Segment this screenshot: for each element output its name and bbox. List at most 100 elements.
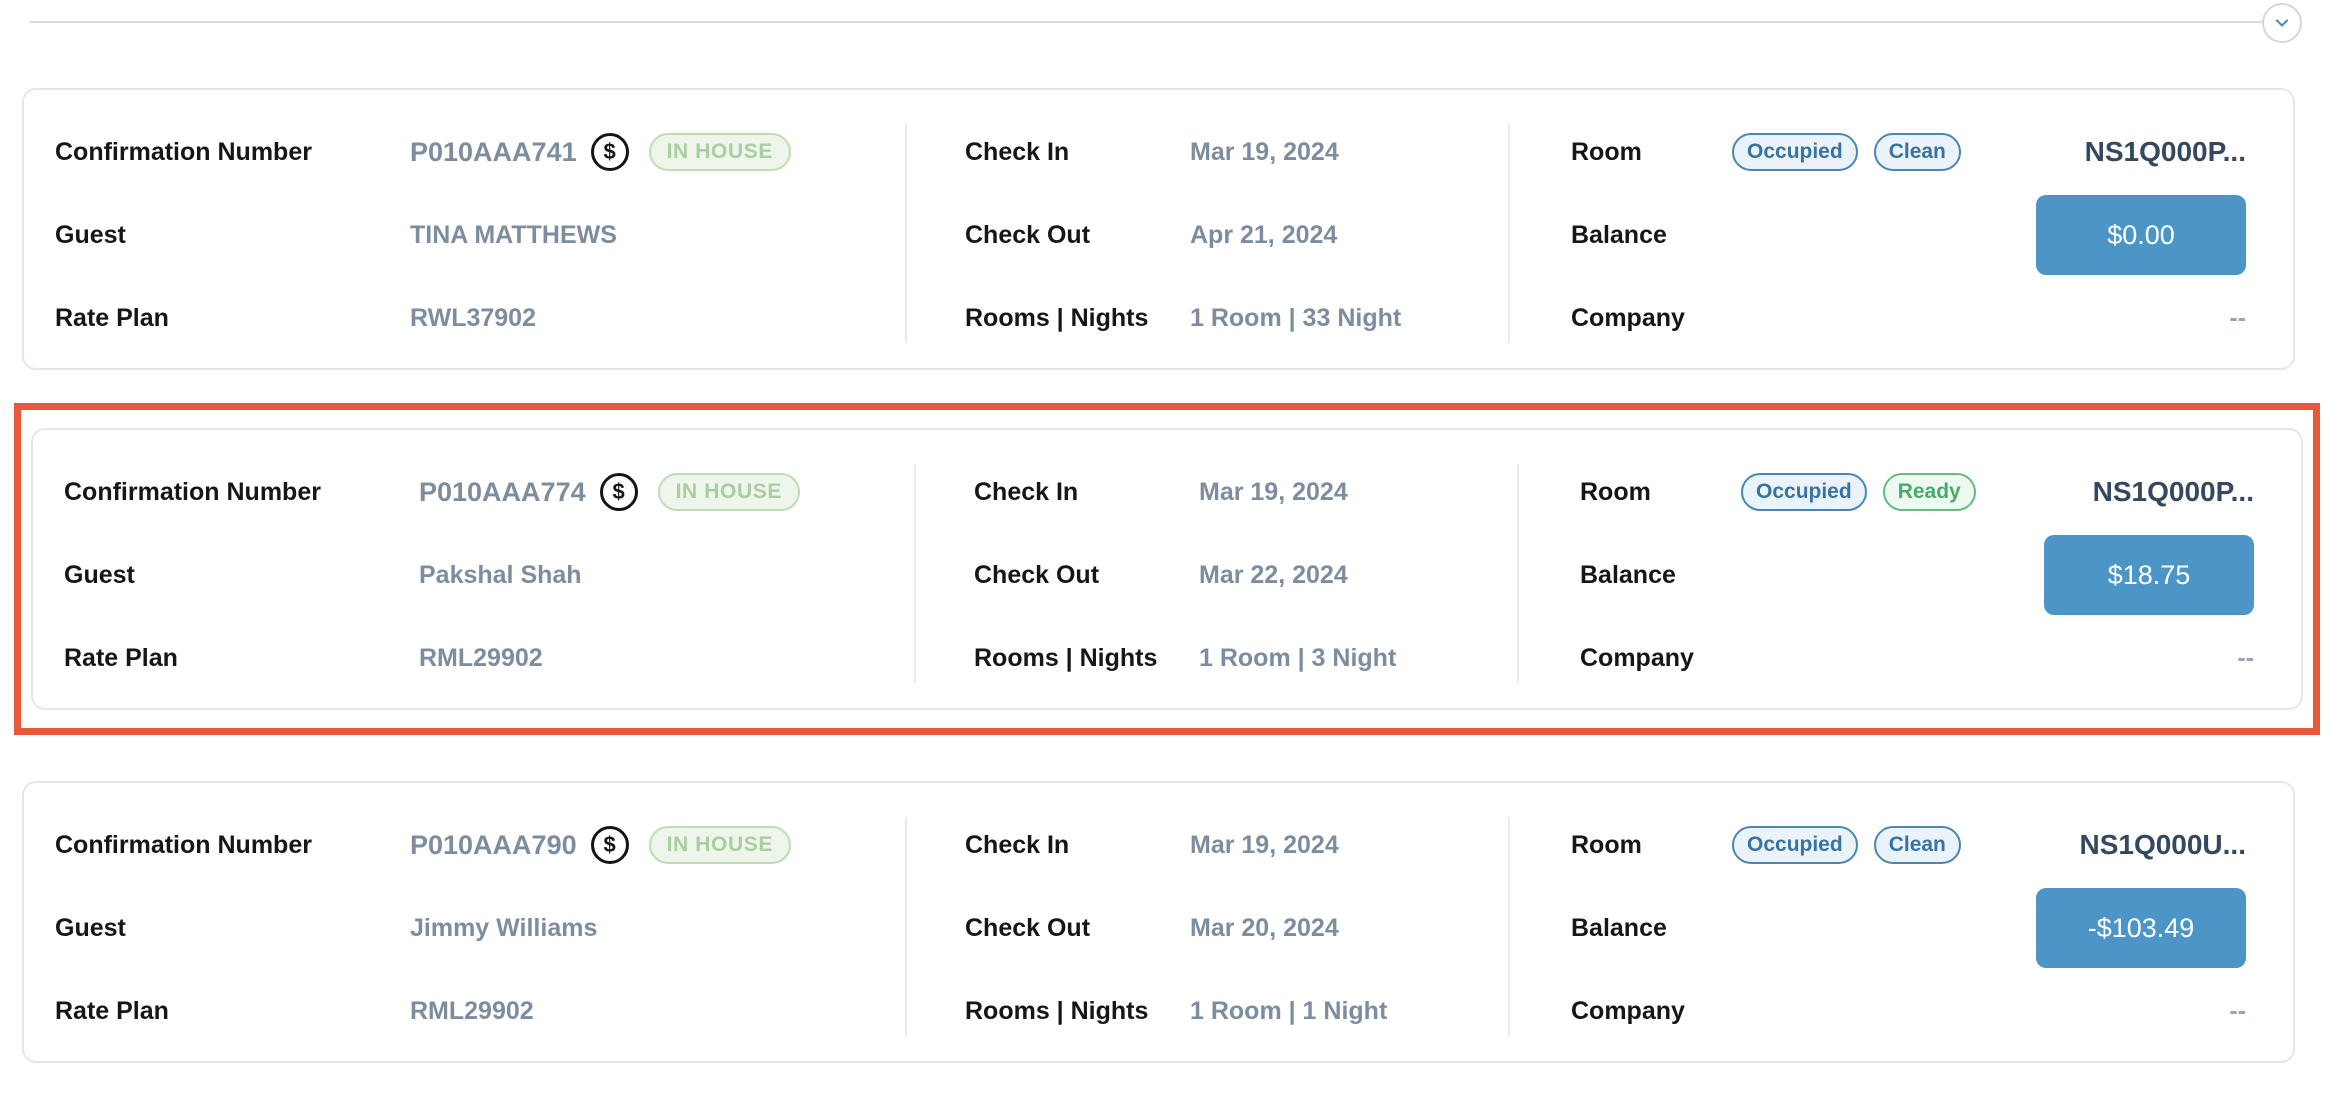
collapse-toggle-button[interactable] bbox=[2262, 3, 2302, 43]
confirmation-row: Confirmation Number P010AAA774 $ IN HOUS… bbox=[64, 470, 914, 514]
rate-plan-row: Rate Plan RWL37902 bbox=[55, 296, 905, 340]
dollar-icon[interactable]: $ bbox=[590, 133, 629, 171]
room-balance-column: Room Occupied Clean NS1Q000U... Balance -… bbox=[1508, 783, 2293, 1061]
dollar-icon[interactable]: $ bbox=[599, 473, 638, 511]
stay-dates-column: Check In Mar 19, 2024 Check Out Mar 20, … bbox=[905, 783, 1508, 1061]
confirmation-number-value: P010AAA741 bbox=[410, 136, 577, 167]
check-in-row: Check In Mar 19, 2024 bbox=[965, 823, 1508, 867]
company-label: Company bbox=[1571, 996, 1685, 1025]
room-row: Room Occupied Clean NS1Q000P... bbox=[1571, 130, 2246, 174]
in-house-status-badge: IN HOUSE bbox=[657, 473, 800, 511]
rate-plan-value: RML29902 bbox=[410, 996, 534, 1025]
company-label: Company bbox=[1580, 643, 1694, 672]
room-badges: Occupied Ready bbox=[1741, 473, 1976, 511]
confirmation-number-label: Confirmation Number bbox=[55, 137, 312, 166]
company-value: -- bbox=[2229, 996, 2246, 1025]
check-out-value: Mar 22, 2024 bbox=[1199, 560, 1348, 589]
room-number: NS1Q000P... bbox=[2084, 136, 2246, 167]
guest-row: Guest Jimmy Williams bbox=[55, 906, 905, 950]
balance-button[interactable]: $0.00 bbox=[2036, 195, 2246, 275]
company-value: -- bbox=[2237, 643, 2254, 672]
confirmation-number-label: Confirmation Number bbox=[55, 830, 312, 859]
check-in-value: Mar 19, 2024 bbox=[1190, 137, 1339, 166]
rooms-nights-row: Rooms | Nights 1 Room | 33 Night bbox=[965, 296, 1508, 340]
balance-button[interactable]: $18.75 bbox=[2044, 535, 2254, 615]
stay-dates-column: Check In Mar 19, 2024 Check Out Mar 22, … bbox=[914, 430, 1517, 708]
room-balance-column: Room Occupied Ready NS1Q000P... Balance $… bbox=[1517, 430, 2301, 708]
check-in-label: Check In bbox=[974, 477, 1079, 506]
room-number: NS1Q000U... bbox=[2079, 829, 2246, 860]
reservation-info-column: Confirmation Number P010AAA774 $ IN HOUS… bbox=[33, 430, 914, 708]
rate-plan-row: Rate Plan RML29902 bbox=[55, 989, 905, 1033]
check-out-label: Check Out bbox=[965, 913, 1091, 942]
rate-plan-row: Rate Plan RML29902 bbox=[64, 636, 914, 680]
company-value: -- bbox=[2229, 303, 2246, 332]
reservation-card[interactable]: Confirmation Number P010AAA774 $ IN HOUS… bbox=[31, 428, 2303, 710]
room-row: Room Occupied Ready NS1Q000P... bbox=[1580, 470, 2254, 514]
check-out-row: Check Out Mar 22, 2024 bbox=[974, 553, 1517, 597]
guest-value: TINA MATTHEWS bbox=[410, 220, 617, 249]
rooms-nights-label: Rooms | Nights bbox=[965, 996, 1149, 1025]
confirmation-row: Confirmation Number P010AAA790 $ IN HOUS… bbox=[55, 823, 905, 867]
balance-row: Balance $18.75 bbox=[1580, 535, 2254, 615]
guest-label: Guest bbox=[55, 220, 126, 249]
rate-plan-label: Rate Plan bbox=[55, 996, 169, 1025]
balance-row: Balance $0.00 bbox=[1571, 195, 2246, 275]
room-badges: Occupied Clean bbox=[1732, 826, 1961, 864]
check-in-label: Check In bbox=[965, 830, 1070, 859]
rooms-nights-value: 1 Room | 3 Night bbox=[1199, 643, 1397, 672]
balance-button[interactable]: -$103.49 bbox=[2036, 888, 2246, 968]
balance-label: Balance bbox=[1571, 913, 1667, 942]
reservation-card[interactable]: Confirmation Number P010AAA790 $ IN HOUS… bbox=[22, 781, 2295, 1063]
room-label: Room bbox=[1580, 477, 1651, 506]
check-in-value: Mar 19, 2024 bbox=[1199, 477, 1348, 506]
company-row: Company -- bbox=[1571, 296, 2246, 340]
room-row: Room Occupied Clean NS1Q000U... bbox=[1571, 823, 2246, 867]
check-out-row: Check Out Apr 21, 2024 bbox=[965, 213, 1508, 257]
guest-row: Guest TINA MATTHEWS bbox=[55, 213, 905, 257]
room-label: Room bbox=[1571, 137, 1642, 166]
rooms-nights-value: 1 Room | 33 Night bbox=[1190, 303, 1402, 332]
check-out-row: Check Out Mar 20, 2024 bbox=[965, 906, 1508, 950]
reservation-info-column: Confirmation Number P010AAA790 $ IN HOUS… bbox=[24, 783, 905, 1061]
check-out-value: Mar 20, 2024 bbox=[1190, 913, 1339, 942]
company-row: Company -- bbox=[1580, 636, 2254, 680]
rooms-nights-row: Rooms | Nights 1 Room | 3 Night bbox=[974, 636, 1517, 680]
balance-label: Balance bbox=[1580, 560, 1676, 589]
confirmation-number-value: P010AAA790 bbox=[410, 829, 577, 860]
company-row: Company -- bbox=[1571, 989, 2246, 1033]
section-divider bbox=[30, 21, 2300, 23]
check-in-row: Check In Mar 19, 2024 bbox=[965, 130, 1508, 174]
reservation-list: Confirmation Number P010AAA741 $ IN HOUS… bbox=[0, 88, 2340, 1063]
rate-plan-value: RML29902 bbox=[419, 643, 543, 672]
confirmation-row: Confirmation Number P010AAA741 $ IN HOUS… bbox=[55, 130, 905, 174]
rooms-nights-label: Rooms | Nights bbox=[974, 643, 1158, 672]
guest-value: Pakshal Shah bbox=[419, 560, 582, 589]
dollar-icon[interactable]: $ bbox=[590, 826, 629, 864]
room-label: Room bbox=[1571, 830, 1642, 859]
reservation-card[interactable]: Confirmation Number P010AAA741 $ IN HOUS… bbox=[22, 88, 2295, 370]
room-status-badge: Clean bbox=[1873, 133, 1961, 171]
guest-value: Jimmy Williams bbox=[410, 913, 598, 942]
collapse-header bbox=[0, 0, 2340, 44]
check-out-label: Check Out bbox=[974, 560, 1100, 589]
check-out-label: Check Out bbox=[965, 220, 1091, 249]
rate-plan-label: Rate Plan bbox=[64, 643, 178, 672]
company-label: Company bbox=[1571, 303, 1685, 332]
stay-dates-column: Check In Mar 19, 2024 Check Out Apr 21, … bbox=[905, 90, 1508, 368]
room-status-badge: Occupied bbox=[1741, 473, 1867, 511]
balance-label: Balance bbox=[1571, 220, 1667, 249]
check-in-label: Check In bbox=[965, 137, 1070, 166]
in-house-status-badge: IN HOUSE bbox=[648, 133, 791, 171]
rate-plan-label: Rate Plan bbox=[55, 303, 169, 332]
room-status-badge: Occupied bbox=[1732, 133, 1858, 171]
room-balance-column: Room Occupied Clean NS1Q000P... Balance $… bbox=[1508, 90, 2293, 368]
selected-reservation-highlight: Confirmation Number P010AAA774 $ IN HOUS… bbox=[14, 403, 2320, 735]
check-in-row: Check In Mar 19, 2024 bbox=[974, 470, 1517, 514]
chevron-down-icon bbox=[2272, 13, 2292, 33]
room-status-badge: Occupied bbox=[1732, 826, 1858, 864]
rooms-nights-row: Rooms | Nights 1 Room | 1 Night bbox=[965, 989, 1508, 1033]
rate-plan-value: RWL37902 bbox=[410, 303, 536, 332]
rooms-nights-value: 1 Room | 1 Night bbox=[1190, 996, 1388, 1025]
confirmation-number-value: P010AAA774 bbox=[419, 476, 586, 507]
